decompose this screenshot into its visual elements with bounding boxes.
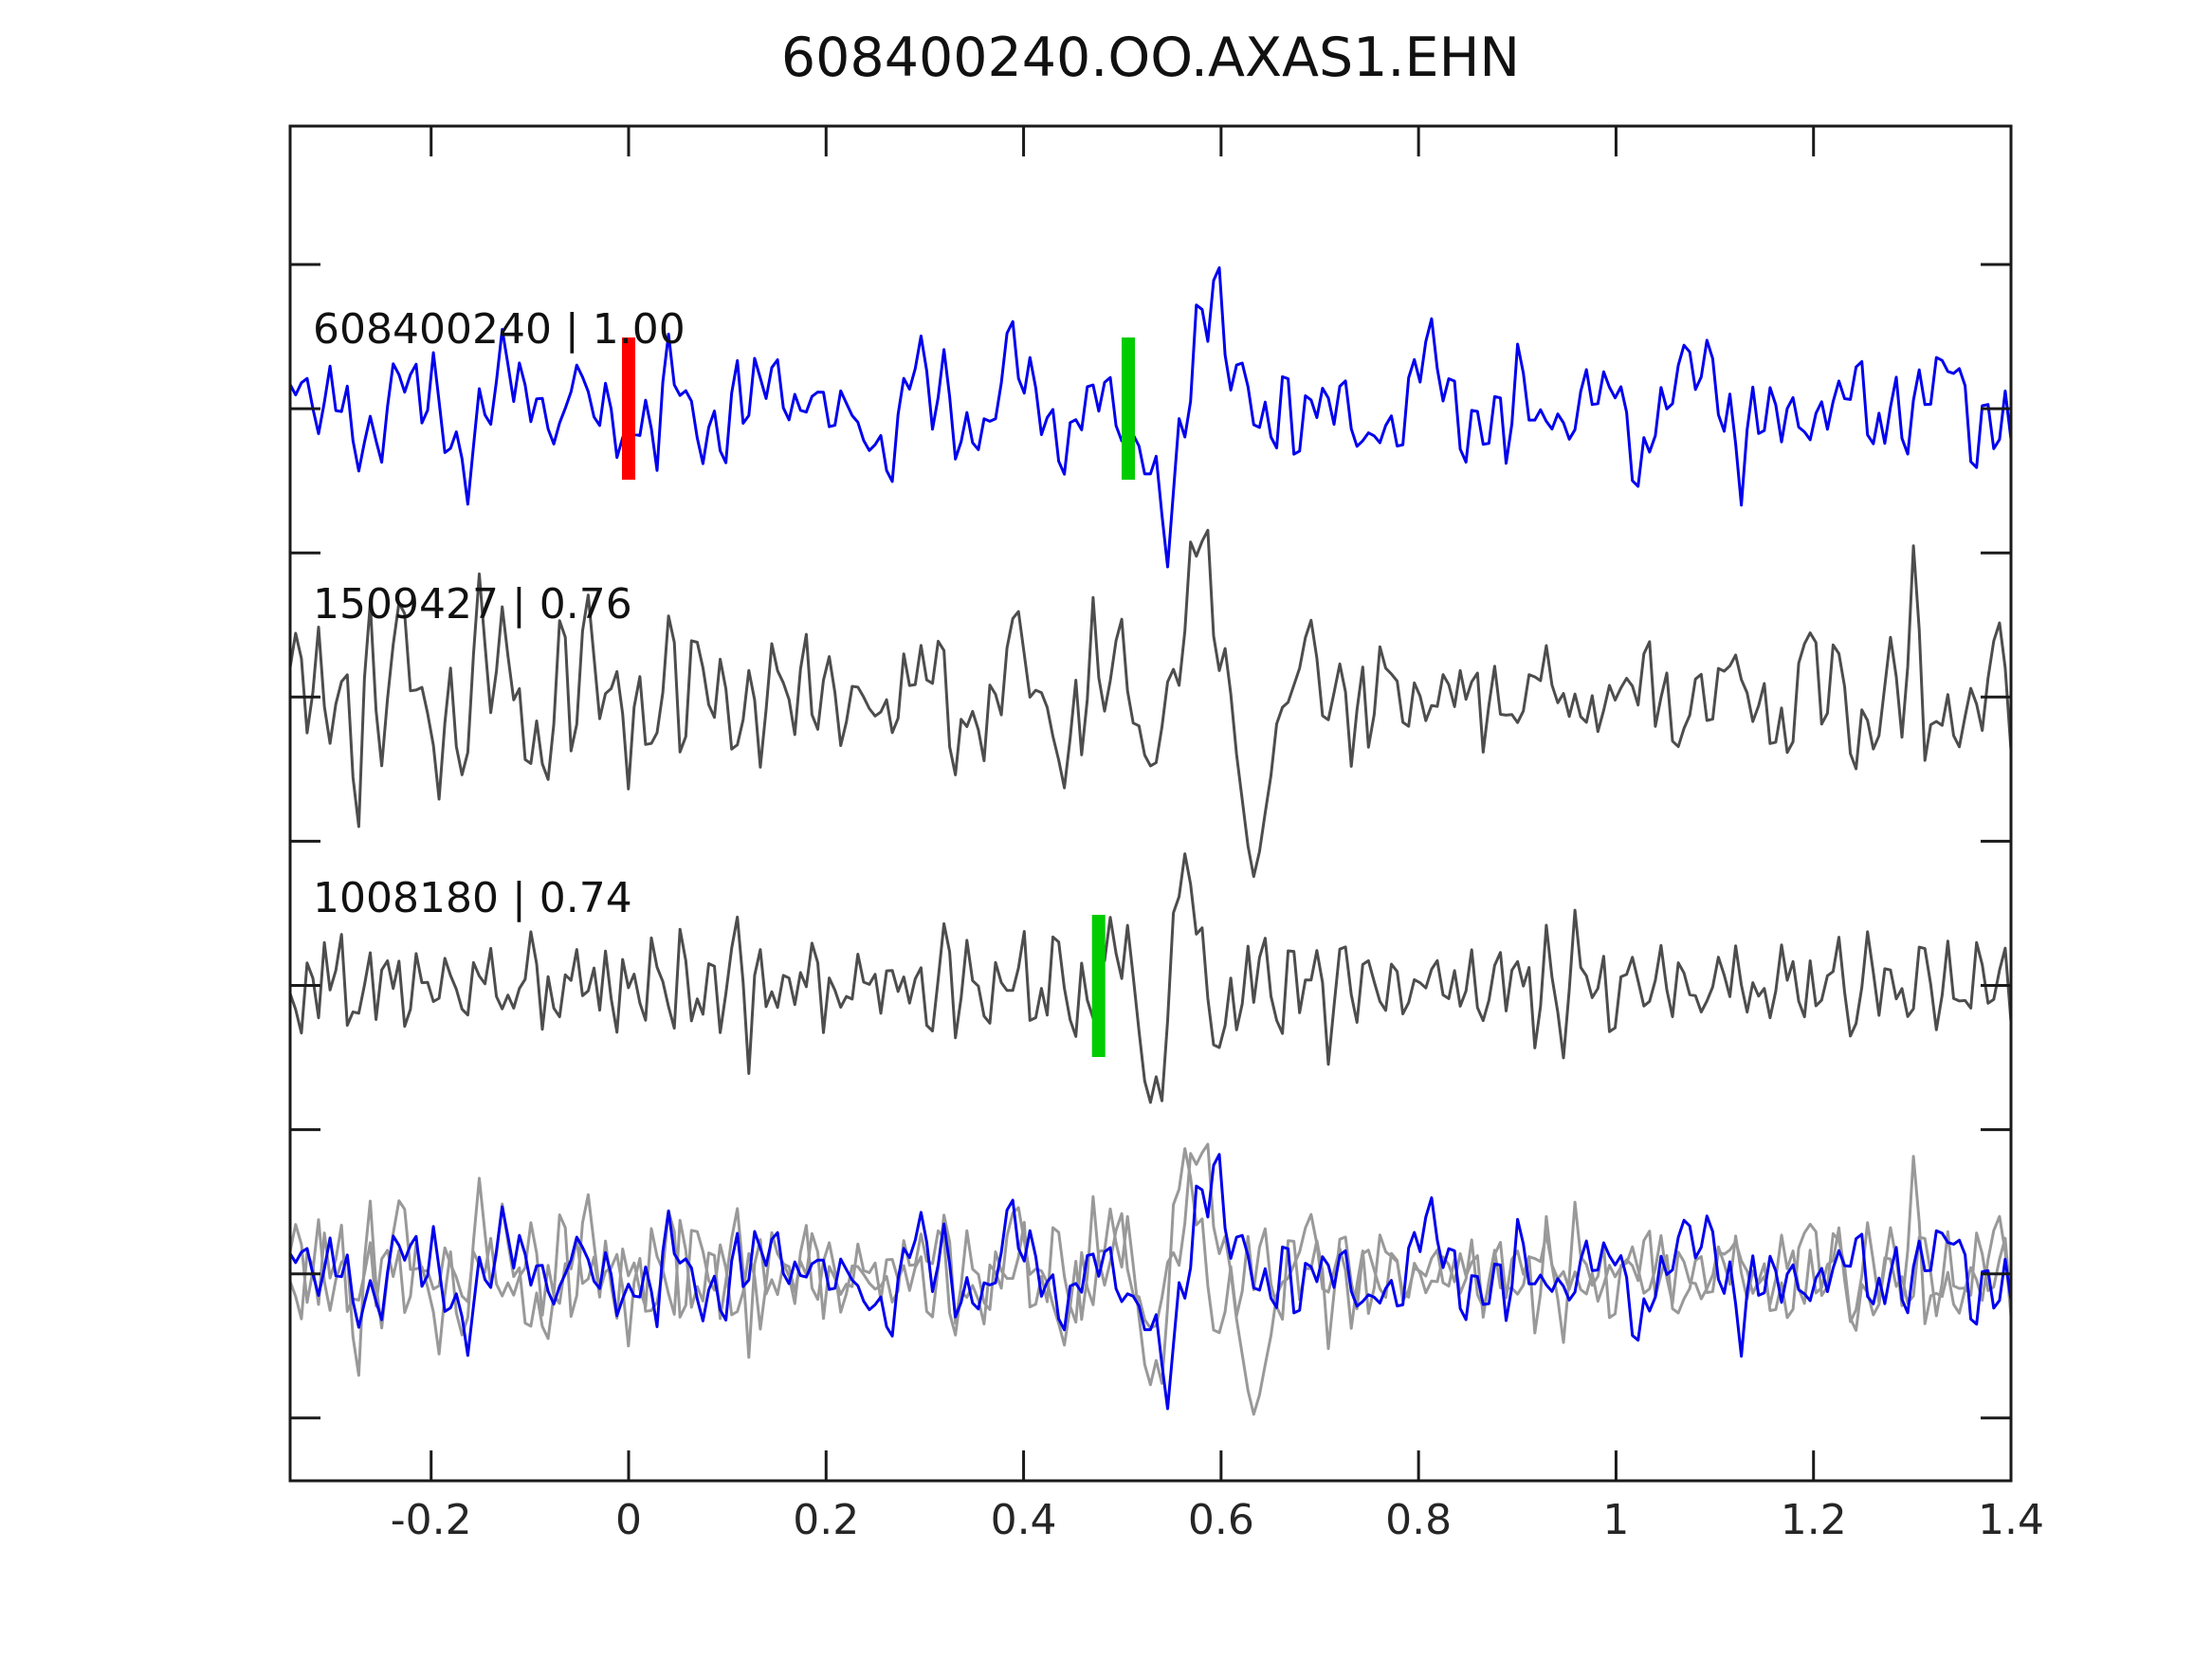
overlay-trace-1509427	[290, 1142, 2011, 1416]
overlay-trace-608400240	[290, 1153, 2011, 1411]
x-tick-label-0.2: 0.2	[793, 1496, 860, 1544]
x-tick-label--0.2: -0.2	[390, 1496, 472, 1544]
origin-pick-608400240	[622, 337, 635, 480]
x-tick-label-1: 1	[1602, 1496, 1630, 1544]
trace-label-1509427: 1509427 | 0.76	[313, 580, 632, 629]
phase-pick-608400240	[1122, 337, 1135, 480]
x-tick-label-0.6: 0.6	[1187, 1496, 1254, 1544]
x-tick-label-0.8: 0.8	[1385, 1496, 1453, 1544]
trace-label-608400240: 608400240 | 1.00	[313, 305, 686, 354]
trace-1509427	[290, 528, 2011, 879]
axes-box	[288, 124, 2013, 1483]
phase-pick-1008180	[1091, 915, 1106, 1057]
x-tick-label-0: 0	[615, 1496, 642, 1544]
chart-title: 608400240.OO.AXAS1.EHN	[780, 27, 1521, 89]
trace-label-1008180: 1008180 | 0.74	[313, 874, 632, 922]
overlay-trace-1008180	[290, 1147, 2011, 1387]
trace-1008180	[290, 852, 2011, 1104]
trace-608400240	[290, 265, 2011, 569]
x-tick-label-1.4: 1.4	[1978, 1496, 2044, 1544]
x-tick-label-0.4: 0.4	[990, 1496, 1057, 1544]
x-tick-label-1.2: 1.2	[1780, 1496, 1847, 1544]
